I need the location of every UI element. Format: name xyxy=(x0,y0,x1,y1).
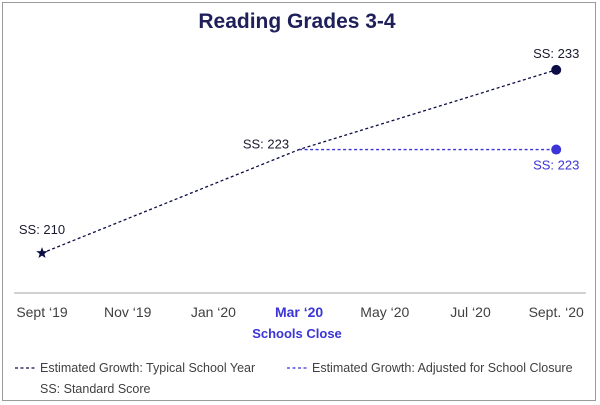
chart-frame xyxy=(2,2,596,401)
legend-label: Estimated Growth: Adjusted for School Cl… xyxy=(312,361,573,375)
data-point-marker xyxy=(551,64,562,75)
series-line xyxy=(41,69,557,254)
x-tick-label: Sept ‘19 xyxy=(16,304,68,320)
data-label: SS: 223 xyxy=(533,158,579,173)
x-tick-label: Sept. ‘20 xyxy=(529,304,584,320)
x-tick-label: Mar ‘20 xyxy=(275,304,323,320)
x-axis-ticks: Sept ‘19 Nov ‘19 Jan ‘20 Mar ‘20 May ‘20 Jul … xyxy=(16,304,584,320)
data-label: SS: 210 xyxy=(19,222,65,237)
data-label: SS: 233 xyxy=(533,46,579,61)
data-label: SS: 223 xyxy=(243,137,289,152)
schools-close-annotation: Schools Close xyxy=(252,326,342,341)
start-star-marker xyxy=(36,247,48,259)
x-tick-label: Jul ‘20 xyxy=(450,304,491,320)
chart-title: Reading Grades 3-4 xyxy=(198,10,396,33)
legend: Estimated Growth: Typical School Year Est… xyxy=(15,361,573,375)
x-tick-label: May ‘20 xyxy=(360,304,409,320)
legend-label: Estimated Growth: Typical School Year xyxy=(40,361,255,375)
x-tick-label: Nov ‘19 xyxy=(104,304,152,320)
series-layer: SS: 210 SS: 223 SS: 233 SS: 223 xyxy=(19,46,579,259)
x-tick-label: Jan ‘20 xyxy=(191,304,236,320)
footnote: SS: Standard Score xyxy=(40,382,151,396)
data-point-marker xyxy=(551,144,562,155)
